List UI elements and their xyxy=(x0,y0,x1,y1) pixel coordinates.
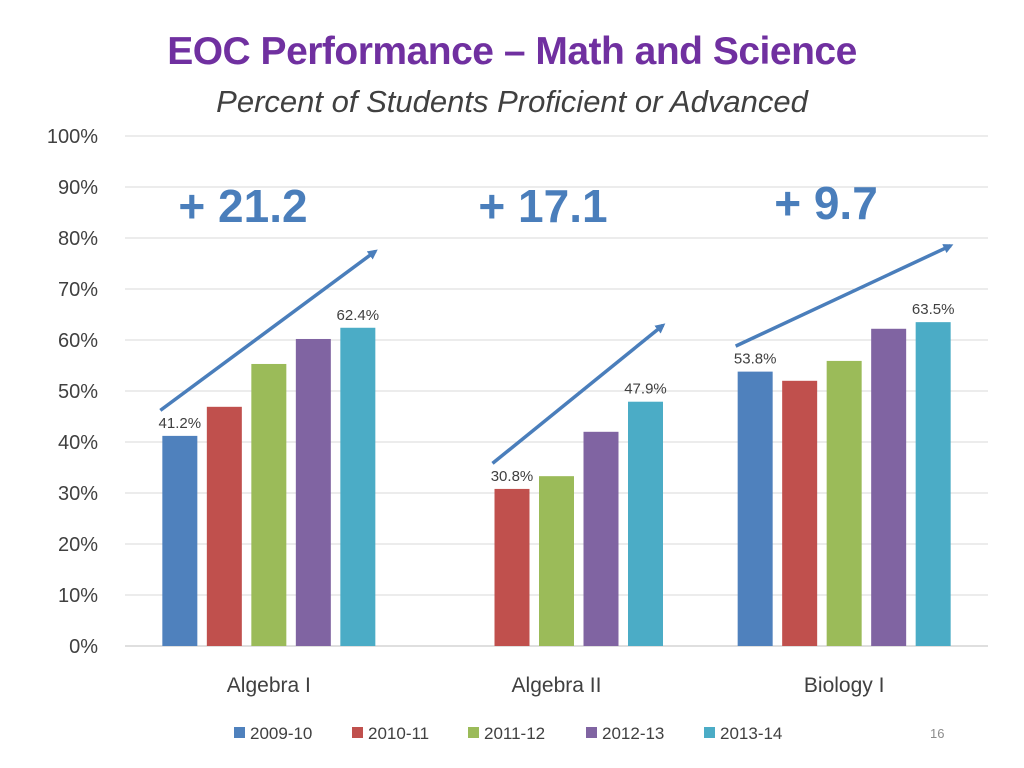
bar-2010-11-algebra-ii xyxy=(494,488,530,646)
y-tick-label: 70% xyxy=(58,279,98,301)
change-annotations: + 21.2 + 17.1 + 9.7 xyxy=(178,177,877,232)
legend-swatch xyxy=(234,727,245,738)
y-tick-label: 20% xyxy=(58,534,98,556)
y-tick-label: 80% xyxy=(58,228,98,250)
bar-2011-12-algebra-i xyxy=(251,363,287,646)
trend-arrows xyxy=(159,244,954,465)
change-annotation: + 9.7 xyxy=(774,177,878,229)
legend-swatch xyxy=(586,727,597,738)
trend-arrow xyxy=(159,249,378,412)
legend-label: 2011-12 xyxy=(484,724,545,743)
bar-2012-13-algebra-i xyxy=(295,338,331,646)
slide-number: 16 xyxy=(930,726,945,741)
legend-label: 2013-14 xyxy=(720,724,782,743)
bars xyxy=(162,322,951,646)
trend-arrow xyxy=(734,244,954,348)
bar-2010-11-biology-i xyxy=(782,380,818,646)
y-axis-ticks: 0% 10% 20% 30% 40% 50% 60% 70% 80% 90% 100% xyxy=(47,126,98,658)
y-tick-label: 90% xyxy=(58,177,98,199)
bar-2009-10-algebra-i xyxy=(162,435,198,646)
y-tick-label: 40% xyxy=(58,432,98,454)
x-category-label: Biology I xyxy=(804,674,885,697)
y-tick-label: 0% xyxy=(69,636,98,658)
x-axis-categories: Algebra I Algebra II Biology I xyxy=(227,674,885,697)
y-tick-label: 30% xyxy=(58,483,98,505)
legend-swatch xyxy=(352,727,363,738)
legend-swatch xyxy=(704,727,715,738)
data-label: 30.8% xyxy=(491,468,534,485)
bar-2013-14-biology-i xyxy=(915,322,951,646)
legend: 2009-10 2010-11 2011-12 2012-13 2013-14 xyxy=(234,724,782,743)
legend-swatch xyxy=(468,727,479,738)
bar-2013-14-algebra-ii xyxy=(628,401,663,646)
bar-2011-12-biology-i xyxy=(826,360,862,646)
bar-2013-14-algebra-i xyxy=(340,327,376,646)
legend-label: 2009-10 xyxy=(250,724,312,743)
data-label: 53.8% xyxy=(734,351,777,368)
change-annotation: + 17.1 xyxy=(478,180,607,232)
data-label: 63.5% xyxy=(912,301,955,318)
slide-title: EOC Performance – Math and Science xyxy=(167,30,857,73)
bar-2012-13-algebra-ii xyxy=(583,431,619,646)
slide-subtitle: Percent of Students Proficient or Advanc… xyxy=(216,84,808,119)
legend-label: 2012-13 xyxy=(602,724,664,743)
change-annotation: + 21.2 xyxy=(178,180,307,232)
x-category-label: Algebra I xyxy=(227,674,311,697)
trend-arrow xyxy=(491,323,666,465)
x-category-label: Algebra II xyxy=(512,674,602,697)
bar-2010-11-algebra-i xyxy=(206,406,242,646)
data-labels: 41.2% 62.4% 30.8% 47.9% 53.8% 63.5% xyxy=(159,301,955,485)
data-label: 41.2% xyxy=(159,415,202,432)
bar-2011-12-algebra-ii xyxy=(539,476,574,646)
data-label: 62.4% xyxy=(337,307,380,324)
y-tick-label: 60% xyxy=(58,330,98,352)
legend-label: 2010-11 xyxy=(368,724,429,743)
y-tick-label: 10% xyxy=(58,585,98,607)
y-tick-label: 100% xyxy=(47,126,98,148)
y-tick-label: 50% xyxy=(58,381,98,403)
data-label: 47.9% xyxy=(624,381,667,398)
bar-2009-10-biology-i xyxy=(737,371,773,646)
bar-2012-13-biology-i xyxy=(871,328,907,646)
